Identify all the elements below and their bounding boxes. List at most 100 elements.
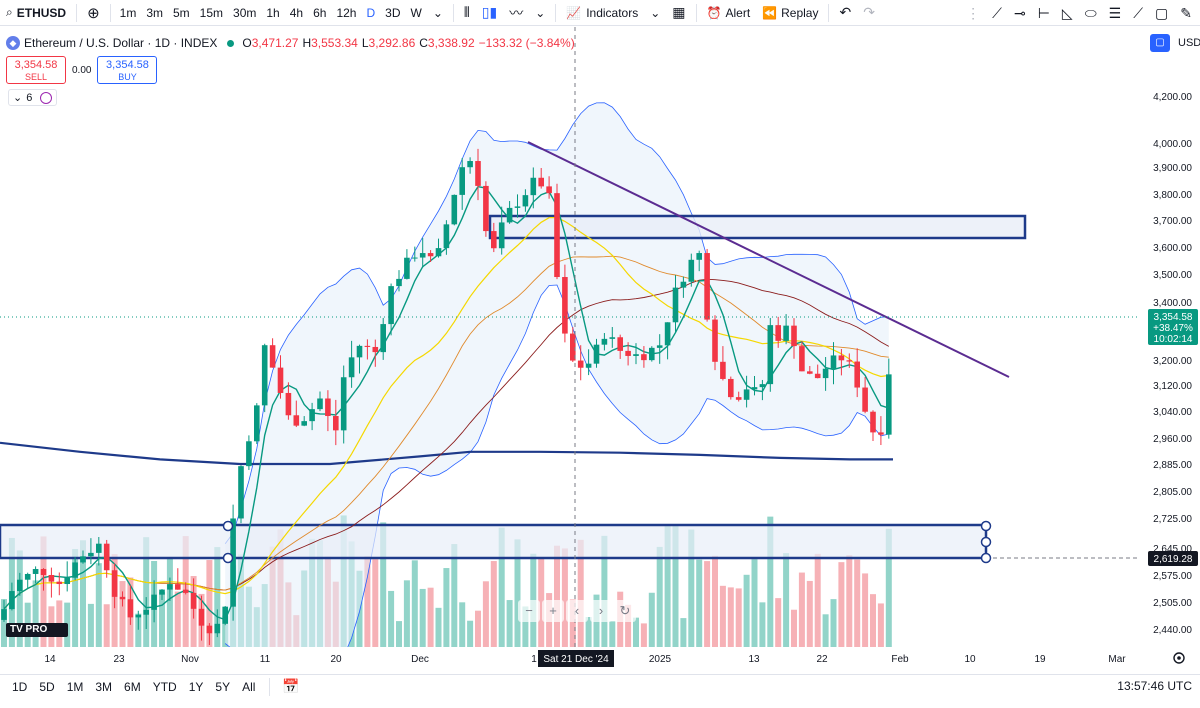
zone-handle[interactable] — [980, 520, 992, 532]
candle-body — [372, 346, 379, 353]
range-ytd[interactable]: YTD — [152, 679, 177, 694]
horizontal-ray-icon[interactable]: ⊸ — [1013, 4, 1026, 21]
candle-body — [672, 287, 679, 323]
trendline-tool-icon[interactable]: ⟋ — [992, 4, 1002, 21]
time-tick-label: 13 — [748, 654, 760, 665]
utc-clock[interactable]: 13:57:46 UTC — [1117, 679, 1192, 693]
timeframe-1h[interactable]: 1h — [266, 5, 280, 20]
candle-style-button[interactable]: ▯▮ — [476, 0, 503, 26]
candle-body — [72, 562, 78, 578]
candle-body — [728, 378, 734, 398]
redo-button[interactable]: ↷ — [857, 0, 881, 26]
time-axis[interactable]: 14 23 Nov 11 20 Dec 1 2025 13 22 Feb 10 19 Mar — [44, 654, 1126, 665]
candle-body — [633, 354, 639, 356]
candle-body — [143, 609, 149, 615]
pattern-tool-icon[interactable]: ◺ — [1061, 4, 1073, 21]
sell-button[interactable]: 3,354.58 SELL — [6, 56, 66, 84]
timeframe-1m[interactable]: 1m — [119, 5, 137, 20]
volume-bar — [601, 535, 608, 647]
range-5d[interactable]: 5D — [39, 679, 55, 694]
scroll-left-icon[interactable]: ‹ — [566, 600, 588, 622]
last-price-change: +38.47% — [1153, 323, 1193, 334]
timeframe-3m[interactable]: 3m — [146, 5, 163, 20]
price-axis[interactable]: 4,200.00 4,000.00 3,900.00 3,800.00 3,700.00… — [1153, 92, 1192, 636]
alert-button[interactable]: ⏰ Alert — [701, 0, 757, 26]
timeframe-30m[interactable]: 30m — [233, 5, 257, 20]
zone-handle[interactable] — [222, 552, 234, 564]
timeframe-5m[interactable]: 5m — [173, 5, 190, 20]
support-zone[interactable] — [0, 523, 988, 560]
volume-bar — [87, 603, 94, 647]
volume-bar — [751, 559, 758, 647]
volume-bar — [648, 592, 655, 647]
crosshair-time-label: Sat 21 Dec '24 — [543, 654, 609, 665]
indicators-toggle[interactable]: ⌄ 6 — [8, 89, 58, 106]
timeframe-12h[interactable]: 12h — [336, 5, 357, 20]
volume-bar — [332, 581, 339, 647]
timeframe-dropdown[interactable]: ⌄ — [427, 0, 449, 26]
volume-bar — [411, 560, 418, 647]
line-style-button[interactable]: 〰 — [503, 0, 529, 26]
candle-body — [167, 584, 173, 590]
zone-handle[interactable] — [222, 520, 234, 532]
indicators-dropdown[interactable]: ⌄ — [644, 0, 666, 26]
text-tool-icon[interactable]: ☰ — [1108, 4, 1122, 21]
zoom-out-icon[interactable]: − — [518, 600, 540, 622]
volume-bar — [727, 587, 734, 647]
chart-style-dropdown[interactable]: ⌄ — [529, 0, 551, 26]
timeframe-d[interactable]: D — [366, 5, 376, 20]
symbol-title[interactable]: Ethereum / U.S. Dollar · 1D · INDEX — [24, 36, 218, 50]
zoom-in-icon[interactable]: + — [542, 600, 564, 622]
candle-body — [680, 281, 687, 288]
timeframe-6h[interactable]: 6h — [313, 5, 327, 20]
range-all[interactable]: All — [242, 679, 256, 694]
candle-body — [451, 194, 458, 225]
range-1m[interactable]: 1M — [66, 679, 84, 694]
range-6m[interactable]: 6M — [124, 679, 141, 694]
timeframe-w[interactable]: W — [410, 5, 422, 20]
path-tool-icon[interactable]: ⟋ — [1133, 4, 1144, 21]
redo-icon: ↷ — [863, 4, 875, 20]
brush-tool-icon[interactable]: ✎ — [1180, 4, 1192, 21]
fib-tool-icon[interactable]: ⊢ — [1037, 4, 1050, 21]
range-3m[interactable]: 3M — [95, 679, 113, 694]
range-5y[interactable]: 5Y — [215, 679, 231, 694]
volume-bar — [506, 600, 513, 647]
currency-label[interactable]: USD — [1178, 37, 1200, 49]
range-1d[interactable]: 1D — [12, 679, 28, 694]
compare-button[interactable]: ⊕ — [81, 0, 106, 26]
indicators-button[interactable]: 📈 Indicators — [560, 0, 644, 26]
candle-body — [696, 253, 702, 260]
symbol-search[interactable]: ⌕ ETHUSD — [0, 0, 72, 26]
range-1y[interactable]: 1Y — [188, 679, 204, 694]
reset-chart-icon[interactable]: ↻ — [614, 600, 636, 622]
time-tick-label: Mar — [1108, 654, 1126, 665]
ellipse-tool-icon[interactable]: ⬭ — [1084, 4, 1097, 21]
rectangle-tool-icon[interactable]: ▢ — [1155, 4, 1169, 21]
chevron-down-icon: ⌄ — [650, 5, 661, 20]
time-tick-label: Feb — [891, 654, 909, 665]
templates-button[interactable]: ▦ — [666, 0, 691, 26]
descending-trendline[interactable] — [527, 141, 1010, 378]
zone-handle[interactable] — [980, 536, 992, 548]
scale-mode-icon[interactable]: ▢ — [1150, 34, 1170, 52]
timeframe-3d[interactable]: 3D — [385, 5, 401, 20]
time-tick-label: 10 — [964, 654, 976, 665]
resistance-zone[interactable] — [488, 214, 1027, 240]
bar-style-button[interactable]: ⫴ — [458, 0, 476, 26]
price-tick-label: 2,440.00 — [1153, 625, 1192, 636]
timeframe-15m[interactable]: 15m — [199, 5, 224, 20]
undo-button[interactable]: ↶ — [833, 0, 857, 26]
scroll-right-icon[interactable]: › — [590, 600, 612, 622]
candle-body — [656, 345, 663, 348]
volume-bar — [317, 540, 323, 647]
replay-button[interactable]: ⏪ Replay — [756, 0, 824, 26]
settings-gear[interactable] — [1173, 652, 1185, 664]
date-range-icon[interactable]: 📅 — [282, 678, 300, 694]
candle-body — [277, 367, 284, 393]
zone-handle[interactable] — [980, 552, 992, 564]
timeframe-4h[interactable]: 4h — [289, 5, 304, 20]
candle-body — [767, 325, 774, 385]
buy-button[interactable]: 3,354.58 BUY — [97, 56, 158, 84]
drag-handle-icon[interactable]: ⋮ — [966, 4, 981, 21]
